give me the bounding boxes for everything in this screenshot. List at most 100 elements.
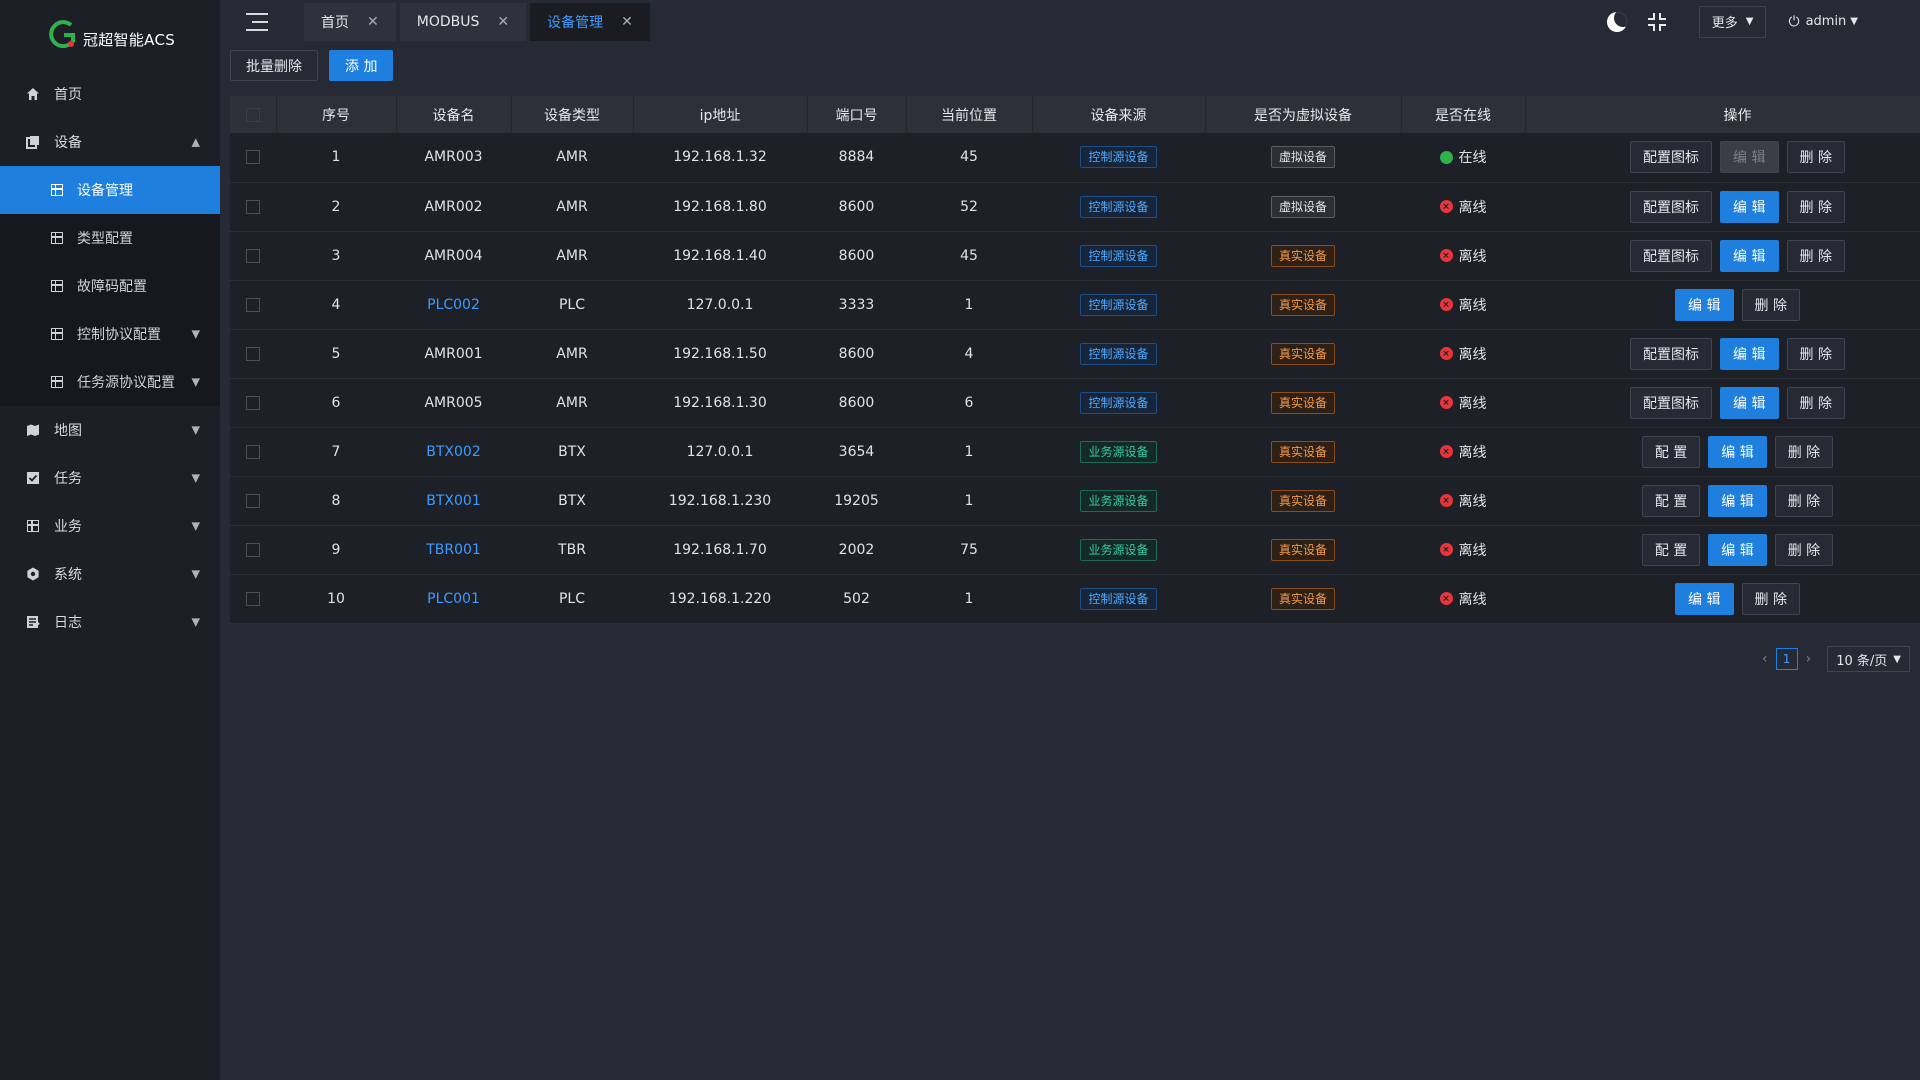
batch-delete-button[interactable]: 批量删除 bbox=[230, 50, 318, 81]
row-actions: 配 置编 辑删 除 bbox=[1525, 484, 1920, 517]
next-page-icon[interactable]: › bbox=[1805, 651, 1812, 667]
table-row: 5 AMR001 AMR 192.168.1.50 8600 4 控制源设备 真实设备 × 离线 配… bbox=[230, 329, 1920, 378]
row-checkbox[interactable] bbox=[246, 199, 260, 214]
cell-position: 1 bbox=[964, 296, 974, 313]
logo[interactable]: 冠超智能ACS bbox=[0, 0, 220, 70]
column-header[interactable]: 设备来源 bbox=[1032, 96, 1206, 133]
cell-virtual: 虚拟设备 bbox=[1205, 182, 1401, 231]
edit-button[interactable]: 编 辑 bbox=[1675, 288, 1734, 321]
row-checkbox[interactable] bbox=[246, 297, 260, 312]
edit-button[interactable]: 编 辑 bbox=[1675, 582, 1734, 615]
sidebar-item-type-config[interactable]: 类型配置 bbox=[0, 214, 220, 262]
page-size-select[interactable]: 10 条/页 ▼ bbox=[1827, 646, 1910, 672]
sidebar-item-label: 故障码配置 bbox=[77, 279, 147, 295]
cell-position: 75 bbox=[960, 541, 978, 558]
delete-button[interactable]: 删 除 bbox=[1786, 239, 1845, 272]
delete-button[interactable]: 删 除 bbox=[1786, 386, 1845, 419]
row-checkbox[interactable] bbox=[246, 444, 260, 459]
sidebar-item-home[interactable]: 首页 bbox=[0, 70, 220, 118]
column-header[interactable]: 是否在线 bbox=[1401, 96, 1526, 133]
config-button[interactable]: 配 置 bbox=[1641, 533, 1701, 566]
config-icon-button[interactable]: 配置图标 bbox=[1630, 337, 1713, 370]
theme-toggle-icon[interactable] bbox=[1606, 11, 1628, 33]
status-badge: × 离线 bbox=[1439, 393, 1487, 413]
config-icon-button[interactable]: 配置图标 bbox=[1630, 239, 1713, 272]
sidebar-item-device[interactable]: 设备 ▲ bbox=[0, 118, 220, 166]
delete-button[interactable]: 删 除 bbox=[1786, 337, 1845, 370]
tab-device-management[interactable]: 设备管理 ✕ bbox=[530, 2, 650, 41]
row-checkbox[interactable] bbox=[246, 150, 260, 165]
row-checkbox[interactable] bbox=[246, 493, 260, 508]
edit-button[interactable]: 编 辑 bbox=[1708, 533, 1767, 566]
edit-button[interactable]: 编 辑 bbox=[1720, 190, 1779, 223]
delete-button[interactable]: 删 除 bbox=[1741, 288, 1800, 321]
close-icon[interactable]: ✕ bbox=[497, 13, 510, 30]
sidebar-item-fault-code-config[interactable]: 故障码配置 bbox=[0, 262, 220, 310]
config-icon-button[interactable]: 配置图标 bbox=[1630, 141, 1713, 174]
device-name: AMR003 bbox=[424, 149, 483, 166]
delete-button[interactable]: 删 除 bbox=[1786, 141, 1845, 174]
cell-device-name: AMR001 bbox=[396, 329, 511, 378]
sidebar-item-business[interactable]: 业务 ▼ bbox=[0, 502, 220, 550]
device-name[interactable]: TBR001 bbox=[426, 541, 481, 558]
column-header[interactable]: 当前位置 bbox=[906, 96, 1033, 133]
column-header[interactable]: 操作 bbox=[1525, 96, 1920, 133]
close-icon[interactable]: ✕ bbox=[621, 13, 633, 30]
edit-button[interactable]: 编 辑 bbox=[1720, 337, 1779, 370]
source-tag: 控制源设备 bbox=[1080, 195, 1157, 218]
row-checkbox[interactable] bbox=[246, 591, 260, 606]
device-name[interactable]: BTX002 bbox=[426, 443, 481, 460]
sidebar-item-log[interactable]: 日志 ▼ bbox=[0, 598, 220, 646]
delete-button[interactable]: 删 除 bbox=[1741, 582, 1800, 615]
device-name[interactable]: BTX001 bbox=[426, 492, 481, 509]
select-all-checkbox[interactable] bbox=[245, 107, 260, 122]
sidebar-item-device-management[interactable]: 设备管理 bbox=[0, 166, 220, 214]
device-name[interactable]: PLC002 bbox=[427, 296, 480, 313]
sidebar-item-map[interactable]: 地图 ▼ bbox=[0, 406, 220, 454]
config-icon-button[interactable]: 配置图标 bbox=[1630, 190, 1713, 223]
column-header[interactable]: 设备名 bbox=[396, 96, 512, 133]
status-text: 离线 bbox=[1458, 297, 1487, 314]
user-menu[interactable]: ⏻ admin ▼ bbox=[1788, 14, 1858, 30]
column-header[interactable]: 是否为虚拟设备 bbox=[1205, 96, 1402, 133]
device-name[interactable]: PLC001 bbox=[427, 590, 480, 607]
tab-home[interactable]: 首页 ✕ bbox=[304, 2, 396, 41]
delete-button[interactable]: 删 除 bbox=[1786, 190, 1845, 223]
config-button[interactable]: 配 置 bbox=[1641, 484, 1701, 517]
more-dropdown[interactable]: 更多 ▼ bbox=[1698, 5, 1767, 38]
column-header[interactable]: 序号 bbox=[276, 96, 397, 133]
edit-button[interactable]: 编 辑 bbox=[1720, 141, 1779, 174]
cell-online: × 离线 bbox=[1401, 476, 1525, 525]
cell-no: 1 bbox=[331, 149, 341, 166]
delete-button[interactable]: 删 除 bbox=[1774, 435, 1834, 468]
prev-page-icon[interactable]: ‹ bbox=[1762, 651, 1768, 667]
edit-button[interactable]: 编 辑 bbox=[1708, 435, 1767, 468]
sidebar-item-task-source-protocol-config[interactable]: 任务源协议配置 ▼ bbox=[0, 358, 220, 406]
delete-button[interactable]: 删 除 bbox=[1774, 533, 1834, 566]
sidebar-item-control-protocol-config[interactable]: 控制协议配置 ▼ bbox=[0, 310, 220, 358]
sidebar-item-task[interactable]: 任务 ▼ bbox=[0, 454, 220, 502]
row-checkbox[interactable] bbox=[246, 248, 260, 263]
config-icon-button[interactable]: 配置图标 bbox=[1630, 386, 1713, 419]
page-number[interactable]: 1 bbox=[1775, 648, 1798, 670]
sidebar-item-system[interactable]: 系统 ▼ bbox=[0, 550, 220, 598]
delete-button[interactable]: 删 除 bbox=[1774, 484, 1834, 517]
tab-modbus[interactable]: MODBUS ✕ bbox=[399, 2, 527, 41]
edit-button[interactable]: 编 辑 bbox=[1708, 484, 1767, 517]
column-header[interactable]: ip地址 bbox=[633, 96, 808, 133]
row-checkbox[interactable] bbox=[246, 346, 260, 361]
row-checkbox[interactable] bbox=[246, 542, 260, 557]
exit-fullscreen-icon[interactable] bbox=[1646, 11, 1668, 33]
edit-button[interactable]: 编 辑 bbox=[1720, 386, 1779, 419]
cell-actions: 配置图标编 辑删 除 bbox=[1525, 378, 1920, 427]
add-button[interactable]: 添 加 bbox=[329, 50, 394, 81]
config-button[interactable]: 配 置 bbox=[1641, 435, 1701, 468]
row-select-cell bbox=[230, 476, 276, 525]
column-header[interactable]: 设备类型 bbox=[511, 96, 634, 133]
row-checkbox[interactable] bbox=[246, 395, 260, 410]
close-icon[interactable]: ✕ bbox=[367, 13, 379, 30]
menu-fold-icon[interactable] bbox=[246, 6, 278, 38]
edit-button[interactable]: 编 辑 bbox=[1720, 239, 1779, 272]
column-header[interactable]: 端口号 bbox=[807, 96, 907, 133]
cell-device-type: AMR bbox=[556, 149, 588, 166]
